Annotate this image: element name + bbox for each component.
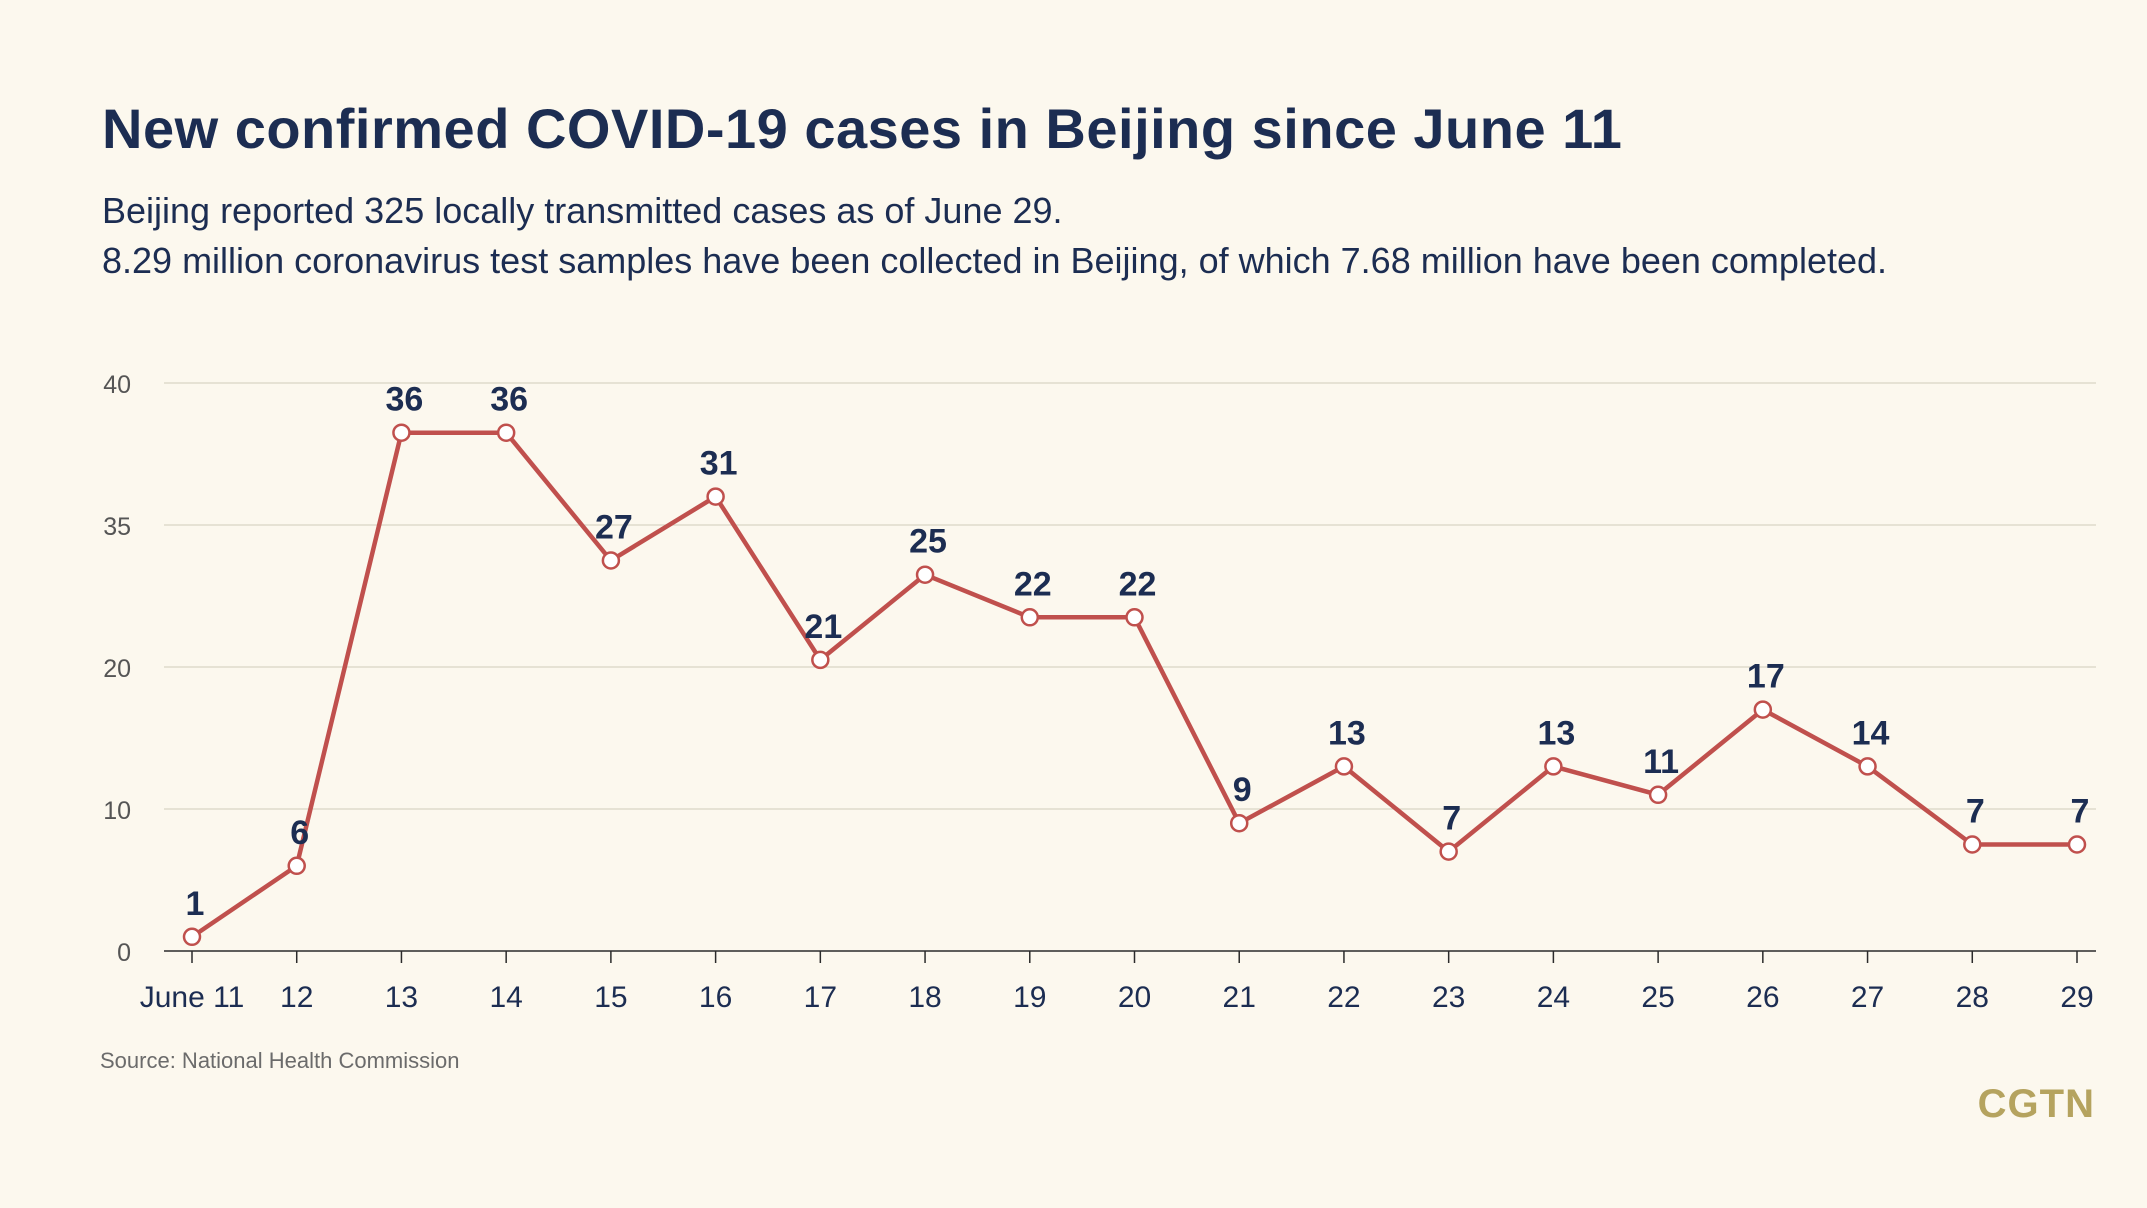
x-tick-label: 13 <box>385 981 418 1014</box>
data-point <box>1753 700 1773 719</box>
data-label: 9 <box>1233 771 1252 809</box>
data-point <box>915 565 935 584</box>
y-tick-labels: 0 10 20 35 40 <box>103 371 131 967</box>
data-point <box>1125 608 1144 627</box>
data-point <box>496 423 516 442</box>
data-point <box>1020 608 1040 627</box>
data-point <box>392 423 411 442</box>
cgtn-logo: CGTN <box>1977 1082 2095 1126</box>
x-tick-label: 27 <box>1851 981 1884 1014</box>
data-label: 7 <box>2071 793 2090 831</box>
data-label: 21 <box>804 608 842 646</box>
x-tick-label: June 11 <box>140 981 245 1014</box>
series-line-path <box>189 430 2080 940</box>
data-point <box>2067 835 2087 854</box>
data-label: 22 <box>1119 565 1157 603</box>
data-point <box>1963 835 1982 854</box>
x-tick-label: 26 <box>1746 981 1779 1014</box>
series-line <box>189 430 2080 940</box>
x-tick-label: 24 <box>1537 981 1570 1014</box>
data-label: 7 <box>1442 800 1461 838</box>
x-tick-label: 25 <box>1641 981 1674 1014</box>
x-tick-label: 23 <box>1432 981 1465 1014</box>
x-tick-label: 22 <box>1327 981 1360 1014</box>
data-point <box>287 856 306 876</box>
data-point <box>1648 785 1668 805</box>
y-tick-label: 40 <box>103 371 131 399</box>
x-tick-label: 19 <box>1013 981 1046 1014</box>
data-label: 7 <box>1966 793 1985 831</box>
data-point <box>1858 757 1877 776</box>
x-tick-label: 14 <box>489 981 522 1014</box>
data-label: 36 <box>386 381 424 419</box>
data-label: 13 <box>1328 714 1366 752</box>
data-point <box>706 487 725 506</box>
data-label: 22 <box>1014 565 1052 603</box>
source-note: Source: National Health Commission <box>100 1048 460 1073</box>
x-tick-label: 17 <box>804 981 837 1014</box>
chart-title: New confirmed COVID-19 cases in Beijing … <box>102 97 1623 160</box>
data-label: 6 <box>290 814 309 852</box>
grid-lines <box>164 382 2096 963</box>
data-point <box>1544 757 1563 776</box>
chart-subtitle-1: Beijing reported 325 locally transmitted… <box>102 190 1063 231</box>
x-tick-label: 21 <box>1223 981 1256 1014</box>
data-point <box>811 650 830 670</box>
data-point <box>1334 757 1354 776</box>
data-point <box>1229 813 1249 833</box>
x-tick-label: 28 <box>1956 981 1989 1014</box>
data-points <box>182 423 2087 947</box>
x-tick-label: 20 <box>1118 981 1151 1014</box>
data-labels: 1 6 36 36 27 31 21 25 22 22 9 13 7 13 11 17 14 7 7 <box>186 381 2090 923</box>
data-label: 14 <box>1852 714 1890 752</box>
data-label: 31 <box>700 445 738 483</box>
x-tick-label: 18 <box>908 981 941 1014</box>
data-point <box>182 927 202 947</box>
data-label: 36 <box>490 381 528 419</box>
x-tick-label: 12 <box>280 981 313 1014</box>
x-tick-label: 29 <box>2060 981 2093 1014</box>
data-label: 1 <box>186 885 205 923</box>
data-label: 13 <box>1537 714 1575 752</box>
data-point <box>601 551 621 570</box>
y-tick-label: 10 <box>103 797 131 825</box>
data-label: 25 <box>909 523 947 561</box>
data-label: 27 <box>595 509 633 547</box>
data-label: 17 <box>1747 658 1785 696</box>
x-tick-label: 16 <box>699 981 732 1014</box>
data-point <box>1439 842 1458 861</box>
y-tick-label: 20 <box>103 655 131 683</box>
x-tick-label: 15 <box>594 981 627 1014</box>
y-tick-label: 35 <box>103 513 131 541</box>
y-tick-label: 0 <box>117 939 131 967</box>
chart-subtitle-2: 8.29 million coronavirus test samples ha… <box>102 240 1888 281</box>
x-tick-labels: June 11 12 13 14 15 16 17 18 19 20 21 22 23 24 25 26 27 2… <box>140 981 2094 1014</box>
data-label: 11 <box>1643 743 1679 781</box>
